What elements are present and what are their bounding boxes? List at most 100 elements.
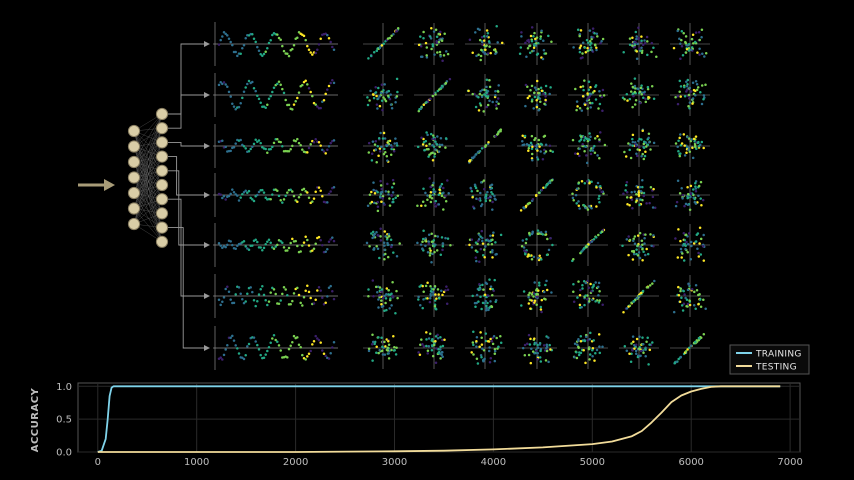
scatter-point (698, 242, 701, 245)
scatter-point (591, 91, 595, 94)
scatter-point (684, 35, 688, 38)
scatter-point (429, 293, 432, 296)
scatter-point (697, 302, 700, 306)
scatter-point (686, 250, 689, 254)
scatter-point (593, 137, 597, 140)
scatter-point (480, 95, 484, 98)
scatter-point (375, 244, 378, 248)
panel-point (302, 80, 306, 84)
y-tick-label: 1.0 (56, 382, 72, 393)
scatter-point (593, 151, 597, 155)
scatter-point (387, 343, 391, 346)
panel-point (286, 356, 289, 359)
scatter-point (539, 360, 543, 363)
scatter-point (579, 29, 583, 32)
scatter-point (480, 355, 483, 359)
scatter-point (387, 243, 390, 246)
scatter-panel (363, 125, 403, 167)
scatter-point (631, 36, 634, 40)
scatter-point (431, 252, 434, 256)
scatter-point (524, 104, 527, 108)
scatter-point (547, 360, 550, 364)
panel-point (307, 86, 311, 90)
scatter-point (385, 293, 388, 296)
scatter-point (475, 197, 478, 200)
scatter-point (494, 298, 498, 302)
scatter-point (637, 87, 640, 91)
scatter-point (392, 149, 396, 153)
scatter-point (578, 34, 581, 38)
panel-point (222, 296, 226, 299)
input-layer-node (127, 186, 141, 200)
scatter-point (493, 352, 497, 355)
scatter-point (383, 137, 387, 140)
scatter-point (680, 38, 683, 42)
panel-point (324, 92, 327, 96)
scatter-point (435, 297, 438, 300)
scatter-point (596, 35, 599, 38)
panel-point (306, 284, 309, 288)
scatter-point (477, 96, 480, 99)
scatter-point (546, 237, 549, 241)
panel-point (284, 288, 287, 291)
scatter-point (433, 152, 437, 156)
scatter-point (644, 150, 647, 154)
scatter-point (428, 177, 431, 180)
scatter-point (494, 89, 497, 93)
panel-point (219, 244, 222, 247)
scatter-point (384, 301, 387, 305)
panel-point (314, 137, 317, 141)
scatter-point (519, 46, 523, 49)
scatter-point (436, 51, 439, 54)
scatter-point (650, 84, 654, 88)
scatter-point (676, 95, 680, 98)
scatter-point (532, 107, 535, 110)
scatter-point (491, 200, 494, 204)
panel-point (261, 249, 264, 252)
scatter-point (687, 49, 691, 52)
scatter-point (387, 289, 390, 292)
scatter-point (523, 207, 526, 210)
scatter-point (685, 80, 688, 83)
input-layer-node (127, 140, 141, 153)
scatter-point (690, 37, 694, 41)
scatter-point (431, 44, 435, 48)
scatter-point (583, 339, 587, 343)
panel-point (317, 338, 321, 342)
scatter-point (447, 191, 450, 195)
scatter-point (641, 129, 644, 133)
scatter-point (388, 204, 392, 207)
scatter-point (635, 199, 638, 202)
scatter-point (374, 148, 378, 151)
panel-point (321, 243, 324, 247)
scatter-panel (517, 125, 557, 167)
panel-point (294, 100, 297, 103)
scatter-point (475, 54, 478, 58)
panel-point (276, 243, 279, 247)
scatter-panel (670, 174, 710, 216)
scatter-point (540, 258, 543, 261)
panel-point (234, 247, 237, 250)
scatter-point (384, 235, 387, 238)
scatter-point (575, 187, 579, 190)
panel-point (222, 194, 226, 198)
scatter-point (390, 34, 393, 38)
scatter-point (393, 142, 396, 145)
scatter-point (600, 39, 603, 43)
scatter-point (701, 245, 705, 248)
scatter-point (634, 87, 637, 90)
connector-line (168, 94, 205, 129)
scatter-point (526, 47, 530, 50)
panel-point (274, 245, 277, 248)
panel-point (311, 200, 314, 203)
scatter-point (491, 256, 494, 259)
scatter-point (537, 256, 540, 260)
scatter-point (588, 204, 591, 208)
panel-point (266, 240, 269, 244)
panel-point (291, 299, 294, 303)
scatter-point (433, 244, 436, 248)
scatter-point (638, 137, 641, 141)
connector-arrowhead-icon (204, 242, 210, 248)
scatter-point (629, 156, 633, 160)
scatter-point (601, 88, 605, 92)
